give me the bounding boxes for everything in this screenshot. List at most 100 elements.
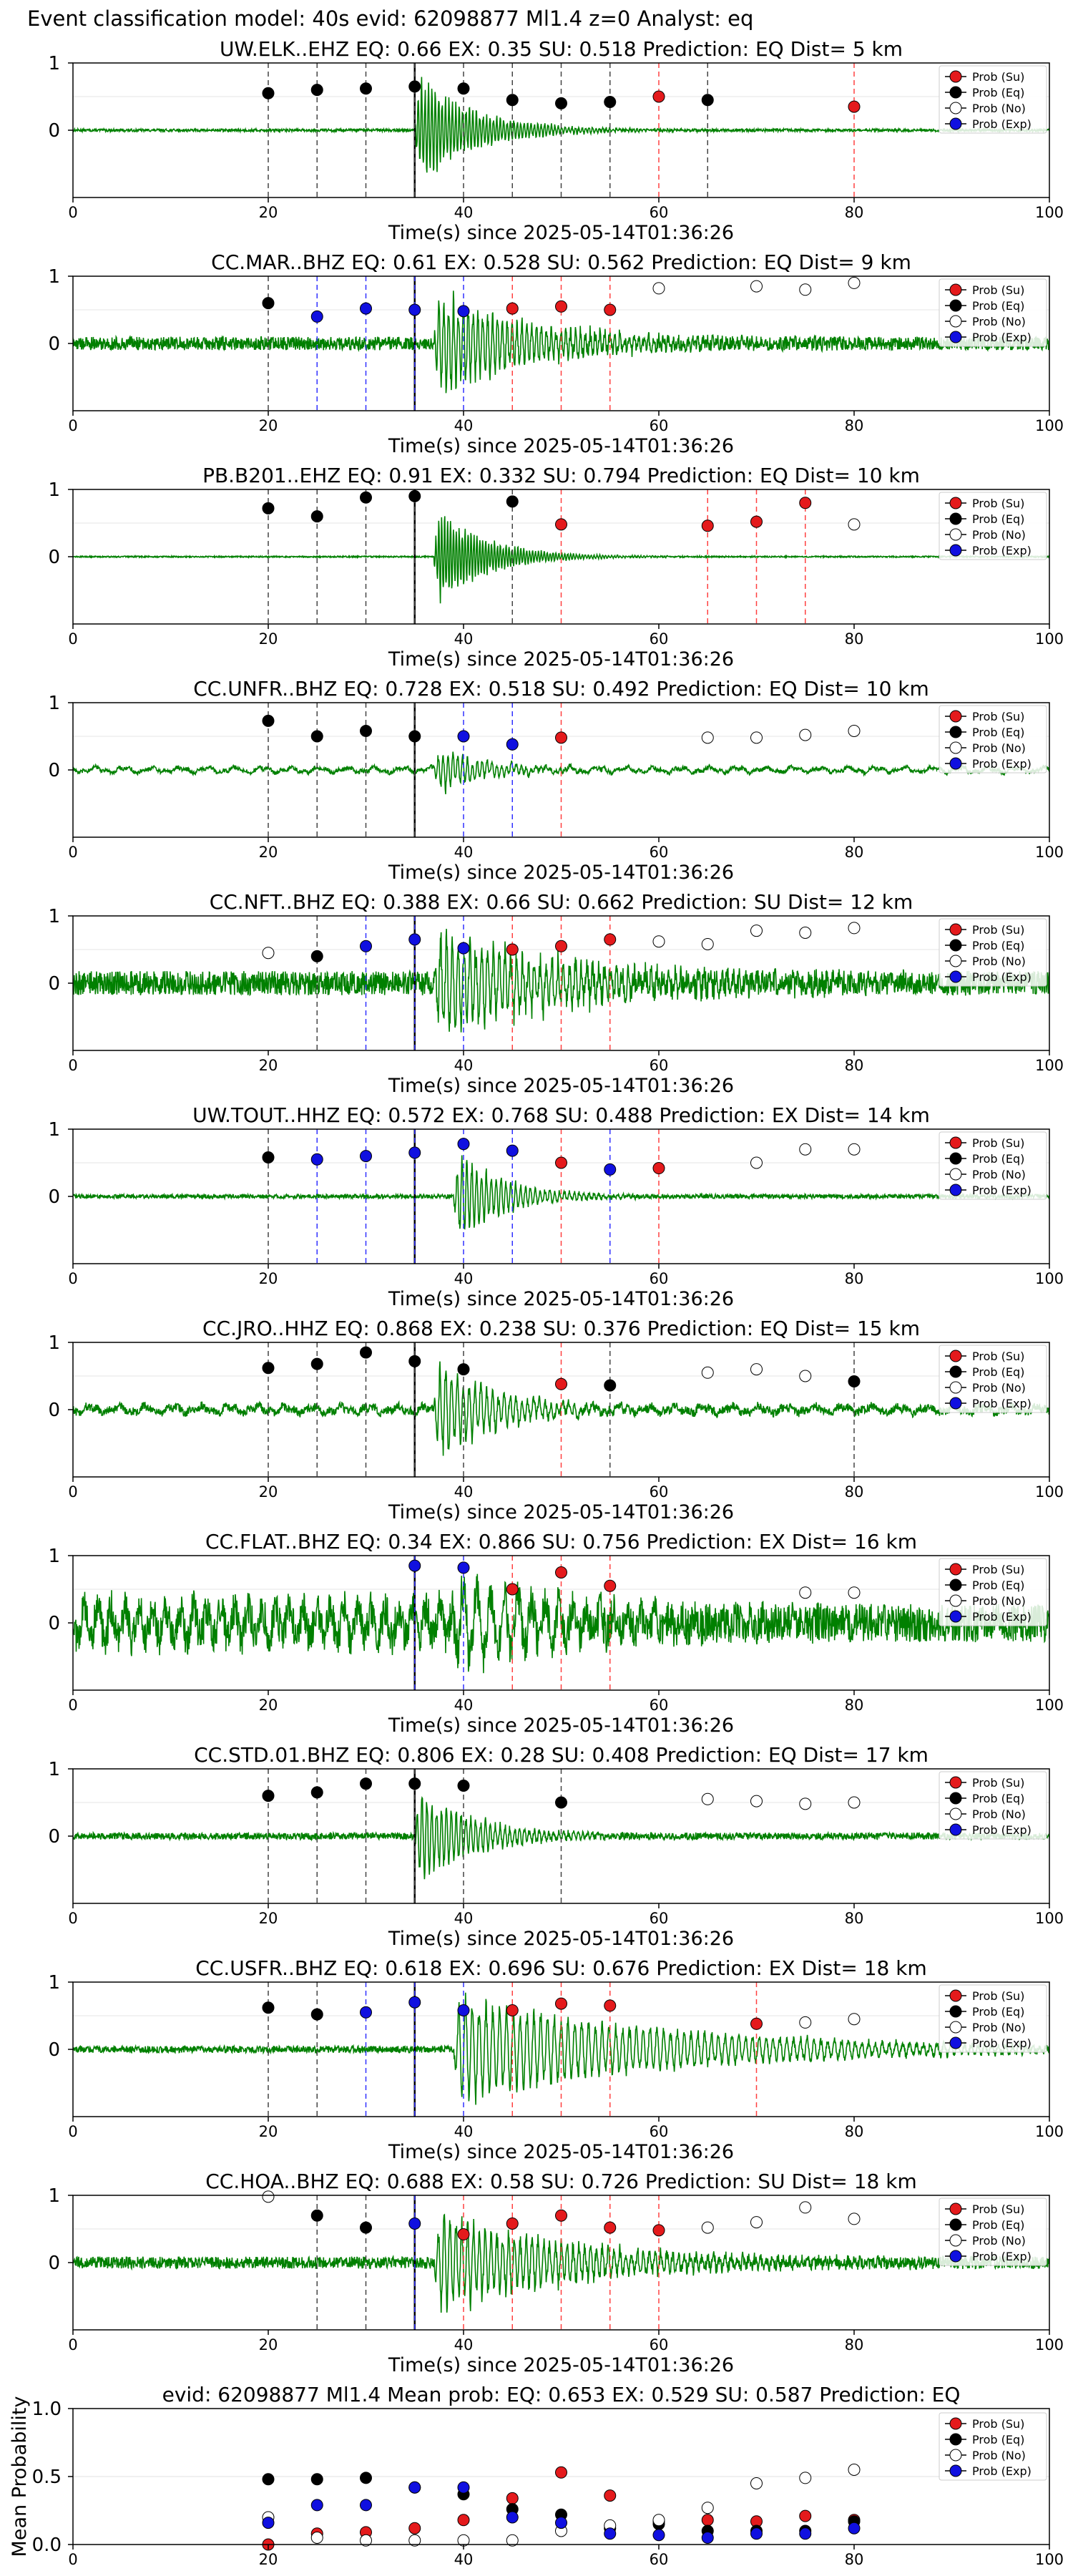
- prob-point-no: [262, 2190, 275, 2203]
- mean-point-su: [506, 2492, 519, 2504]
- panel-title: CC.USFR..BHZ EQ: 0.618 EX: 0.696 SU: 0.6…: [195, 1956, 927, 1980]
- waveform: [73, 2213, 1049, 2313]
- x-tick-label: 20: [259, 1483, 278, 1501]
- prob-point-eq: [555, 97, 567, 109]
- y-tick-label: 0: [48, 333, 60, 355]
- prob-point-no: [848, 2212, 861, 2225]
- prob-point-su: [701, 519, 714, 532]
- x-tick-label: 60: [650, 204, 669, 221]
- legend-marker: [949, 70, 962, 83]
- legend-marker: [949, 1807, 962, 1820]
- x-tick-label: 0: [68, 2336, 77, 2353]
- x-tick-label: 100: [1035, 1270, 1064, 1287]
- legend-marker: [949, 1989, 962, 2002]
- panel-5: CC.NFT..BHZ EQ: 0.388 EX: 0.66 SU: 0.662…: [48, 890, 1064, 1097]
- prob-point-no: [848, 1143, 861, 1156]
- prob-point-no: [799, 1797, 812, 1810]
- x-tick-label: 40: [454, 1697, 474, 1714]
- x-tick-label: 20: [259, 417, 278, 434]
- x-tick-label: 20: [259, 844, 278, 861]
- y-tick-label: 0: [48, 120, 60, 142]
- mean-point-no: [360, 2534, 372, 2547]
- legend: Prob (Su) Prob (Eq) Prob (No) Prob (Exp): [939, 705, 1047, 774]
- legend-frame: [939, 1345, 1047, 1413]
- legend-marker: [949, 299, 962, 312]
- panel-4: CC.UNFR..BHZ EQ: 0.728 EX: 0.518 SU: 0.4…: [48, 677, 1064, 884]
- mean-point-no: [652, 2514, 665, 2527]
- prob-point-no: [848, 724, 861, 737]
- x-tick-label: 0: [68, 1057, 77, 1074]
- prob-point-eq: [457, 1363, 470, 1376]
- x-tick-label: 40: [454, 2551, 474, 2568]
- x-tick-label: 80: [845, 1270, 864, 1287]
- y-tick-label: 1: [48, 1332, 60, 1354]
- prob-point-exp: [310, 310, 323, 323]
- y-tick-label: 0: [48, 973, 60, 995]
- legend-marker: [949, 2005, 962, 2018]
- legend-label: Prob (No): [972, 528, 1026, 542]
- waveform: [73, 751, 1049, 794]
- legend-marker: [949, 970, 962, 983]
- x-axis-label: Time(s) since 2025-05-14T01:36:26: [388, 2141, 734, 2163]
- x-tick-label: 60: [650, 1697, 669, 1714]
- x-axis-label: Time(s) since 2025-05-14T01:36:26: [388, 862, 734, 884]
- panel-title: CC.HOA..BHZ EQ: 0.688 EX: 0.58 SU: 0.726…: [205, 2170, 917, 2193]
- legend-marker: [949, 1136, 962, 1149]
- x-tick-label: 80: [845, 2551, 864, 2568]
- prob-point-eq: [310, 950, 323, 962]
- prob-point-eq: [262, 1362, 275, 1375]
- mean-point-su: [555, 2466, 567, 2479]
- prob-point-exp: [457, 1561, 470, 1574]
- legend-label: Prob (Su): [972, 1136, 1024, 1150]
- prob-point-no: [848, 518, 861, 531]
- prob-point-eq: [408, 80, 421, 93]
- legend-label: Prob (Eq): [972, 512, 1024, 526]
- x-tick-label: 0: [68, 844, 77, 861]
- prob-point-su: [555, 300, 567, 313]
- x-tick-label: 40: [454, 417, 474, 434]
- prob-point-exp: [360, 2006, 372, 2019]
- legend-marker: [949, 1397, 962, 1410]
- x-tick-label: 100: [1035, 2336, 1064, 2353]
- x-tick-label: 0: [68, 204, 77, 221]
- legend-marker: [949, 1579, 962, 1591]
- x-axis-label: Time(s) since 2025-05-14T01:36:26: [388, 435, 734, 457]
- mean-point-exp: [799, 2527, 812, 2540]
- x-tick-label: 20: [259, 630, 278, 648]
- x-tick-label: 0: [68, 2123, 77, 2140]
- figure-title: Event classification model: 40s evid: 62…: [27, 6, 753, 31]
- prob-point-eq: [360, 1777, 372, 1790]
- prob-point-no: [750, 280, 763, 293]
- legend-label: Prob (Su): [972, 1350, 1024, 1363]
- legend-label: Prob (Exp): [972, 331, 1032, 344]
- legend-label: Prob (Exp): [972, 1823, 1032, 1837]
- legend-frame: [939, 278, 1047, 347]
- prob-point-no: [799, 1370, 812, 1382]
- x-tick-label: 80: [845, 1483, 864, 1501]
- mean-point-no: [408, 2534, 421, 2547]
- prob-point-exp: [506, 738, 519, 751]
- legend-marker: [949, 2234, 962, 2247]
- legend-label: Prob (No): [972, 1594, 1026, 1608]
- legend-marker: [949, 757, 962, 770]
- legend: Prob (Su) Prob (Eq) Prob (No) Prob (Exp): [939, 65, 1047, 134]
- legend-marker: [949, 2449, 962, 2462]
- prob-point-eq: [310, 84, 323, 97]
- legend-label: Prob (Su): [972, 1989, 1024, 2003]
- legend-marker: [949, 2202, 962, 2215]
- prob-point-no: [750, 1156, 763, 1169]
- prob-point-exp: [408, 303, 421, 316]
- mean-point-su: [604, 2489, 617, 2502]
- x-tick-label: 0: [68, 630, 77, 648]
- x-tick-label: 40: [454, 1483, 474, 1501]
- legend-label: Prob (Eq): [972, 86, 1024, 99]
- x-tick-label: 0: [68, 2551, 77, 2568]
- legend-marker: [949, 741, 962, 754]
- panel-title: CC.STD.01.BHZ EQ: 0.806 EX: 0.28 SU: 0.4…: [194, 1743, 929, 1767]
- x-tick-label: 100: [1035, 1057, 1064, 1074]
- prob-point-su: [555, 1997, 567, 2010]
- legend-label: Prob (Eq): [972, 1365, 1024, 1379]
- panel-11: CC.HOA..BHZ EQ: 0.688 EX: 0.58 SU: 0.726…: [48, 2170, 1064, 2376]
- legend-marker: [949, 1381, 962, 1394]
- prob-point-eq: [408, 1355, 421, 1367]
